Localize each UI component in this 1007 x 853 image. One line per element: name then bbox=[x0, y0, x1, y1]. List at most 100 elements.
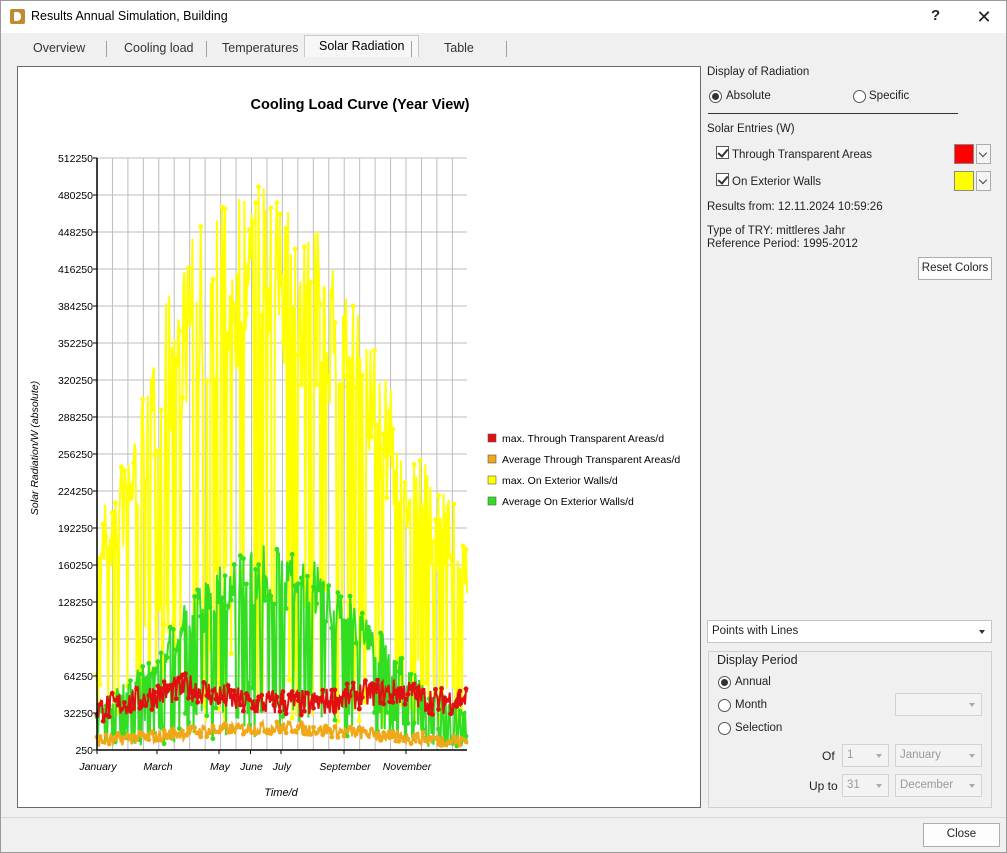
of-month-select[interactable]: January bbox=[895, 744, 982, 767]
data-point bbox=[302, 708, 307, 714]
data-point bbox=[106, 547, 112, 552]
legend-label: max. On Exterior Walls/d bbox=[502, 475, 618, 487]
data-point bbox=[363, 729, 368, 734]
y-tick-label: 288250 bbox=[58, 412, 93, 424]
data-point bbox=[347, 693, 353, 699]
window-title: Results Annual Simulation, Building bbox=[31, 9, 228, 23]
chevron-down-icon bbox=[979, 630, 985, 634]
data-point bbox=[210, 736, 216, 742]
data-point bbox=[256, 184, 261, 189]
data-point bbox=[439, 686, 444, 691]
data-point bbox=[149, 707, 155, 712]
section-divider bbox=[708, 113, 958, 114]
data-point bbox=[405, 720, 411, 726]
data-point bbox=[378, 446, 383, 452]
data-point bbox=[384, 710, 390, 715]
data-point bbox=[112, 697, 118, 703]
selection-label: Selection bbox=[735, 722, 783, 734]
data-point bbox=[222, 721, 228, 726]
month-radio[interactable] bbox=[718, 699, 731, 712]
data-point bbox=[140, 731, 146, 737]
selection-radio[interactable] bbox=[718, 722, 731, 735]
of-day-select[interactable]: 1 bbox=[842, 744, 889, 767]
legend-swatch bbox=[487, 496, 497, 506]
data-point bbox=[308, 732, 313, 737]
data-point bbox=[213, 567, 219, 573]
specific-label: Specific bbox=[869, 90, 910, 102]
data-point bbox=[170, 682, 176, 688]
data-point bbox=[237, 553, 243, 558]
data-point bbox=[106, 741, 112, 747]
walls-color-swatch[interactable] bbox=[954, 171, 974, 191]
data-point bbox=[292, 728, 298, 734]
tab-cooling-load[interactable]: Cooling load bbox=[124, 41, 194, 55]
walls-color-dropdown[interactable] bbox=[976, 171, 991, 191]
data-point bbox=[250, 220, 255, 226]
data-point bbox=[314, 730, 319, 736]
tab-overview[interactable]: Overview bbox=[33, 41, 86, 55]
tab-divider bbox=[106, 41, 107, 57]
help-button[interactable]: ? bbox=[931, 7, 941, 24]
data-point bbox=[317, 587, 322, 593]
chevron-down-icon bbox=[969, 703, 975, 707]
absolute-label: Absolute bbox=[726, 90, 771, 102]
data-point bbox=[112, 737, 118, 742]
of-month-value: January bbox=[900, 749, 941, 761]
y-tick-label: 96250 bbox=[64, 634, 93, 646]
display-period-group bbox=[708, 651, 992, 808]
data-point bbox=[283, 225, 289, 231]
data-point bbox=[134, 681, 139, 686]
upto-month-select[interactable]: December bbox=[895, 774, 982, 797]
data-point bbox=[387, 450, 393, 456]
data-point bbox=[353, 640, 359, 646]
absolute-radio[interactable] bbox=[709, 90, 722, 103]
data-point bbox=[414, 520, 420, 526]
transparent-color-dropdown[interactable] bbox=[976, 144, 991, 164]
data-point bbox=[344, 384, 350, 389]
transparent-color-swatch[interactable] bbox=[954, 144, 974, 164]
through-transparent-checkbox[interactable] bbox=[716, 146, 729, 159]
close-window-button[interactable]: ✕ bbox=[976, 7, 992, 27]
data-point bbox=[298, 720, 304, 726]
data-point bbox=[213, 705, 219, 711]
data-point bbox=[366, 624, 371, 630]
y-tick-label: 384250 bbox=[58, 301, 93, 313]
exterior-walls-checkbox[interactable] bbox=[716, 173, 729, 186]
data-point bbox=[423, 707, 429, 712]
x-tick-label: May bbox=[210, 761, 231, 773]
close-button[interactable]: Close bbox=[923, 823, 1000, 847]
data-point bbox=[158, 737, 164, 743]
specific-radio[interactable] bbox=[853, 90, 866, 103]
data-point bbox=[399, 694, 405, 700]
data-point bbox=[140, 664, 146, 669]
data-point bbox=[210, 276, 216, 282]
data-point bbox=[259, 721, 265, 727]
upto-day-select[interactable]: 31 bbox=[842, 774, 889, 797]
data-point bbox=[332, 717, 338, 723]
data-point bbox=[210, 723, 216, 729]
month-select[interactable] bbox=[895, 693, 982, 716]
data-point bbox=[402, 701, 408, 707]
data-point bbox=[152, 452, 158, 458]
data-point bbox=[192, 594, 198, 599]
data-point bbox=[298, 575, 304, 581]
data-point bbox=[411, 681, 417, 687]
tab-temperatures[interactable]: Temperatures bbox=[222, 41, 299, 55]
data-point bbox=[338, 594, 344, 599]
legend-swatch bbox=[487, 433, 497, 443]
data-point bbox=[180, 395, 185, 400]
data-point bbox=[207, 694, 213, 700]
reset-colors-button[interactable]: Reset Colors bbox=[918, 257, 992, 280]
data-point bbox=[457, 708, 463, 714]
tab-solar-radiation[interactable]: Solar Radiation bbox=[304, 35, 420, 57]
x-tick-label: July bbox=[272, 761, 292, 773]
display-style-select[interactable]: Points with Lines bbox=[707, 620, 992, 643]
upto-day-value: 31 bbox=[847, 779, 860, 791]
annual-radio[interactable] bbox=[718, 676, 731, 689]
data-point bbox=[222, 698, 228, 704]
data-point bbox=[192, 725, 198, 731]
data-point bbox=[277, 729, 283, 735]
tab-table[interactable]: Table bbox=[444, 41, 474, 55]
data-point bbox=[173, 696, 179, 702]
data-point bbox=[268, 205, 274, 211]
